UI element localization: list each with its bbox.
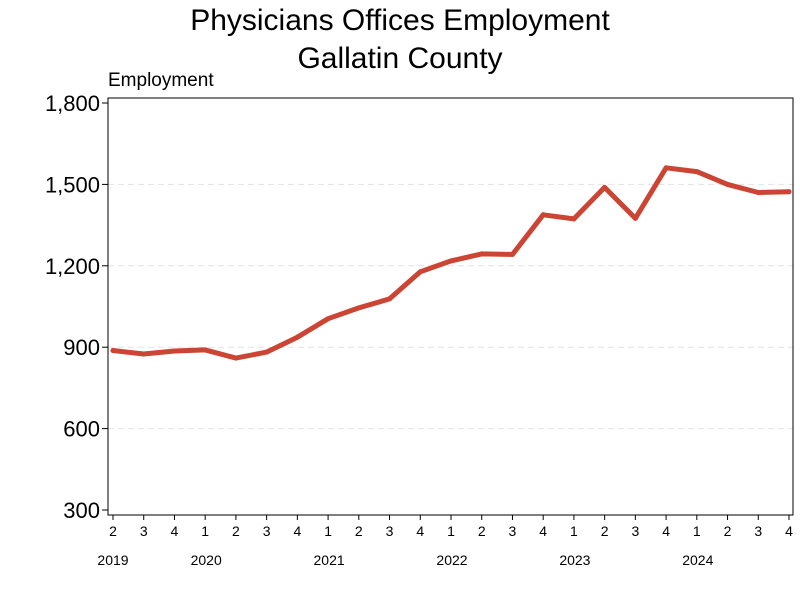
plot-frame [107, 97, 794, 516]
x-tick-label: 2 [724, 523, 732, 539]
data-point [755, 190, 761, 196]
x-tick-label: 3 [386, 523, 394, 539]
data-point [110, 347, 116, 353]
grid-layer [108, 183, 793, 430]
data-point [417, 269, 423, 275]
data-point [171, 348, 177, 354]
x-year-label: 2021 [314, 552, 345, 568]
data-point [141, 351, 147, 357]
x-tick-label: 2 [355, 523, 363, 539]
data-point [479, 251, 485, 257]
x-tick-label: 4 [662, 523, 670, 539]
y-tick-label: 900 [63, 335, 100, 360]
data-point [509, 251, 515, 257]
x-tick-label: 4 [416, 523, 424, 539]
x-year-label: 2024 [682, 552, 713, 568]
x-tick-label: 2 [232, 523, 240, 539]
chart-title-line1: Physicians Offices Employment [190, 4, 610, 37]
x-year-label: 2019 [97, 552, 128, 568]
x-tick-label: 3 [754, 523, 762, 539]
series-layer [110, 165, 792, 361]
data-point [325, 316, 331, 322]
data-point [356, 305, 362, 311]
y-tick-label: 300 [63, 498, 100, 523]
data-point [233, 355, 239, 361]
y-axis-label: Employment [108, 70, 214, 91]
x-tick-label: 3 [140, 523, 148, 539]
x-tick-label: 3 [263, 523, 271, 539]
y-tick-label: 600 [63, 417, 100, 442]
x-axis: 2 3 4 1 2 3 4 1 2 3 4 1 2 3 4 1 2 3 4 1 2 3 4 2019 2020 2021 2022 2… [97, 515, 793, 568]
data-point [387, 296, 393, 302]
y-tick-label: 1,500 [45, 172, 100, 197]
data-point [725, 181, 731, 187]
x-tick-label: 1 [201, 523, 209, 539]
x-tick-label: 3 [509, 523, 517, 539]
data-point [294, 334, 300, 340]
x-tick-label: 1 [447, 523, 455, 539]
data-point [786, 189, 792, 195]
y-tick-label: 1,800 [45, 91, 100, 116]
x-tick-label: 4 [785, 523, 793, 539]
x-year-label: 2020 [191, 552, 222, 568]
data-point [663, 165, 669, 171]
data-point [540, 212, 546, 218]
x-tick-label: 2 [601, 523, 609, 539]
x-tick-label: 1 [324, 523, 332, 539]
x-tick-label: 1 [570, 523, 578, 539]
x-tick-label: 1 [693, 523, 701, 539]
data-point [602, 184, 608, 190]
data-point [448, 258, 454, 264]
chart-title-line2: Gallatin County [297, 42, 502, 75]
x-tick-label: 4 [171, 523, 179, 539]
x-year-label: 2023 [559, 552, 590, 568]
x-tick-label: 2 [109, 523, 117, 539]
y-tick-label: 1,200 [45, 254, 100, 279]
y-axis: 300 600 900 1,200 1,500 1,800 [45, 91, 108, 523]
data-point [632, 215, 638, 221]
data-point [202, 347, 208, 353]
x-tick-label: 3 [631, 523, 639, 539]
x-year-label: 2022 [436, 552, 467, 568]
x-tick-label: 2 [478, 523, 486, 539]
data-point [694, 169, 700, 175]
data-point [571, 216, 577, 222]
x-tick-label: 4 [539, 523, 547, 539]
data-point [264, 349, 270, 355]
x-tick-label: 4 [293, 523, 301, 539]
